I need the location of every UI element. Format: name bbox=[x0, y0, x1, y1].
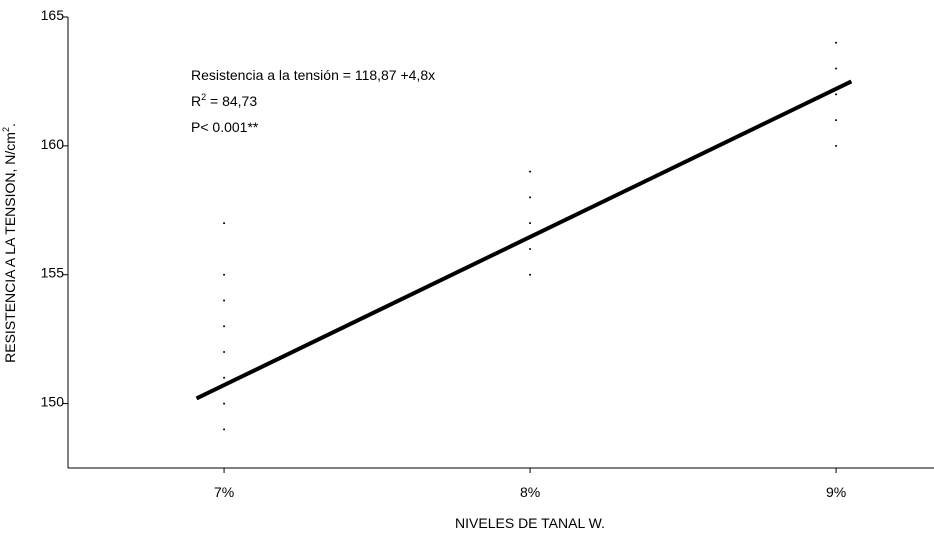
x-tick-label: 8% bbox=[520, 484, 540, 500]
point bbox=[529, 196, 532, 199]
point bbox=[835, 144, 838, 147]
fit-line bbox=[195, 79, 853, 401]
x-axis-label: NIVELES DE TANAL W. bbox=[455, 515, 605, 531]
point bbox=[529, 170, 532, 173]
point bbox=[223, 325, 226, 328]
annotation-rest: = 84,73 bbox=[206, 93, 257, 109]
annotation: Resistencia a la tensión = 118,87 +4,8x bbox=[191, 67, 435, 83]
point bbox=[529, 247, 532, 250]
point bbox=[223, 428, 226, 431]
point bbox=[223, 351, 226, 354]
y-tick-label: 155 bbox=[41, 265, 65, 281]
y-axis-label-sup: 2 bbox=[1, 127, 11, 132]
y-axis-label: RESISTENCIA A LA TENSION, N/cm2. bbox=[1, 123, 18, 363]
point bbox=[835, 67, 838, 70]
point bbox=[223, 376, 226, 379]
x-tick-label: 9% bbox=[826, 484, 846, 500]
annotation-sup: 2 bbox=[201, 92, 206, 102]
point bbox=[529, 273, 532, 276]
y-tick-label: 150 bbox=[41, 394, 65, 410]
point bbox=[835, 93, 838, 96]
point bbox=[835, 119, 838, 122]
annotation: P< 0.001** bbox=[191, 119, 259, 135]
y-axis-label-end: . bbox=[2, 123, 18, 127]
point bbox=[529, 222, 532, 225]
y-tick-label: 165 bbox=[41, 7, 65, 23]
annotation-base: R bbox=[191, 93, 201, 109]
point bbox=[223, 402, 226, 405]
y-tick-label: 160 bbox=[41, 136, 65, 152]
point bbox=[223, 299, 226, 302]
y-axis-label-text: RESISTENCIA A LA TENSION, N/cm bbox=[2, 132, 18, 363]
annotation: R2 = 84,73 bbox=[191, 92, 257, 109]
point bbox=[223, 273, 226, 276]
point bbox=[223, 222, 226, 225]
point bbox=[835, 41, 838, 44]
x-tick-label: 7% bbox=[214, 484, 234, 500]
